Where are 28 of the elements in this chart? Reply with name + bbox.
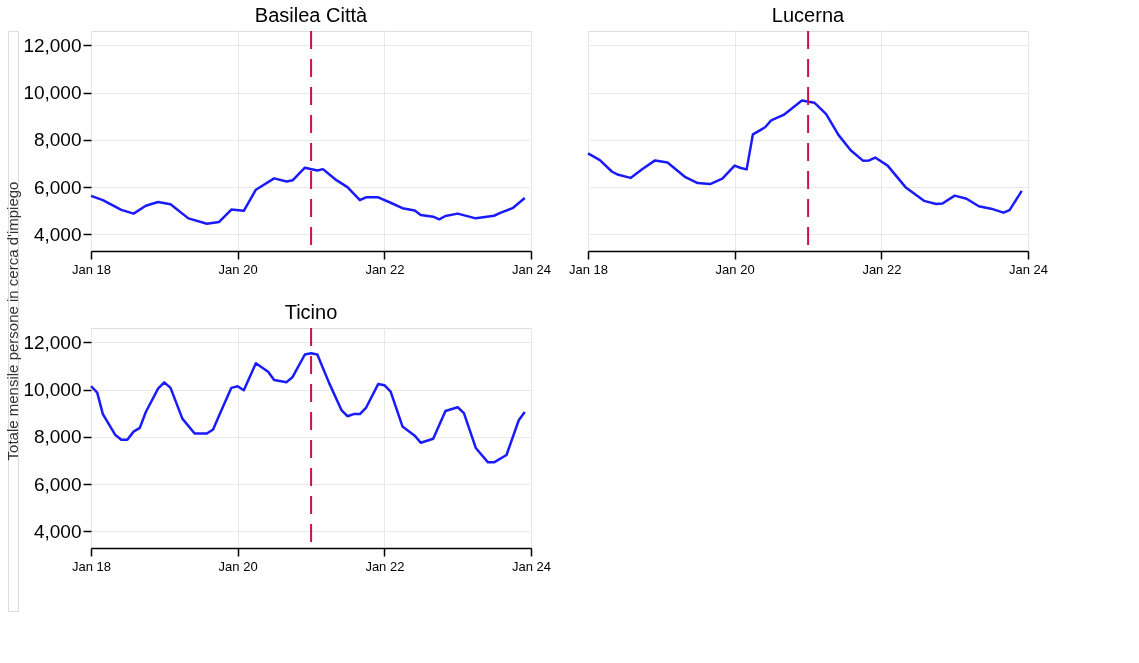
x-tick-label: Jan 18	[71, 261, 112, 277]
y-tick-label: 4,000	[33, 520, 82, 542]
y-tick-label: 8,000	[33, 129, 82, 151]
x-tick-label: Jan 20	[218, 558, 258, 574]
x-tick-label: Jan 20	[218, 261, 258, 277]
y-tick-label: 10,000	[23, 379, 82, 401]
chart-title: Lucerna	[771, 4, 846, 26]
y-tick-label: 4,000	[33, 223, 82, 245]
x-tick-label: Jan 22	[862, 261, 902, 277]
x-tick-label: Jan 24	[511, 261, 552, 277]
x-tick-label: Jan 24	[511, 558, 552, 574]
x-tick-label: Jan 24	[1008, 261, 1049, 277]
y-tick-label: 12,000	[23, 34, 82, 56]
y-tick-label: 6,000	[33, 473, 82, 495]
line-series	[89, 166, 527, 226]
y-tick-label: 8,000	[33, 426, 82, 448]
x-tick-label: Jan 18	[71, 558, 112, 574]
y-tick-label: 10,000	[23, 82, 82, 104]
y-axis-title: Totale mensile persone in cerca d'impiego	[4, 181, 21, 461]
x-tick-label: Jan 18	[568, 261, 609, 277]
line-series	[89, 352, 527, 464]
chart-title: Ticino	[284, 301, 338, 323]
x-tick-label: Jan 22	[365, 261, 405, 277]
x-tick-label: Jan 20	[715, 261, 755, 277]
y-tick-label: 12,000	[23, 331, 82, 353]
y-tick-label: 6,000	[33, 176, 82, 198]
x-tick-label: Jan 22	[365, 558, 405, 574]
chart-title: Basilea Città	[254, 4, 369, 26]
